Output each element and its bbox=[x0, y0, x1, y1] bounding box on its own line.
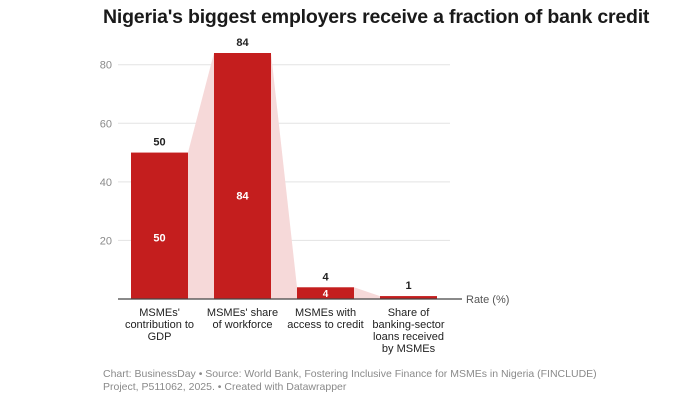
bar-connector bbox=[271, 53, 297, 299]
data-label-inside: 50 bbox=[153, 233, 165, 245]
data-label: 84 bbox=[236, 37, 249, 49]
data-label: 4 bbox=[322, 271, 329, 283]
bar-connector bbox=[188, 53, 214, 299]
data-label-inside: 84 bbox=[236, 191, 249, 203]
bar bbox=[214, 53, 271, 299]
y-tick-label: 20 bbox=[100, 235, 112, 247]
y-tick-label: 40 bbox=[100, 177, 112, 189]
axis-unit-label: Rate (%) bbox=[466, 294, 509, 306]
chart-footer: Chart: BusinessDay • Source: World Bank,… bbox=[103, 368, 597, 393]
bar bbox=[131, 152, 188, 299]
chart-title: Nigeria's biggest employers receive a fr… bbox=[103, 6, 650, 28]
category-label: MSMEs with access to credit bbox=[287, 307, 363, 331]
category-label: Share of banking-sector loans received by M… bbox=[372, 307, 444, 355]
bar bbox=[380, 296, 437, 299]
y-tick-label: 60 bbox=[100, 118, 112, 130]
category-label: MSMEs' contribution to GDP bbox=[125, 307, 194, 343]
data-label-inside: 4 bbox=[323, 289, 329, 300]
bar-connector bbox=[354, 287, 380, 299]
bar bbox=[297, 287, 354, 299]
data-label: 50 bbox=[153, 137, 165, 149]
category-label: MSMEs' share of workforce bbox=[207, 307, 278, 331]
data-label: 1 bbox=[405, 280, 411, 292]
y-tick-label: 80 bbox=[100, 60, 112, 72]
